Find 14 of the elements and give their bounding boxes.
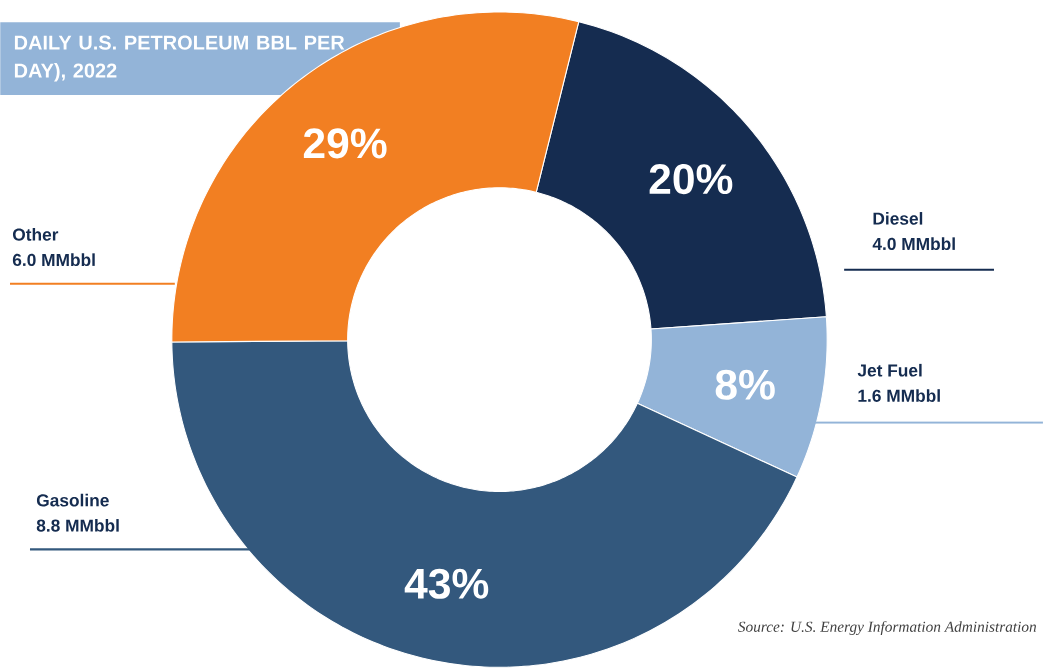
slice-label: Gasoline (36, 493, 109, 507)
slice-label: Diesel (873, 212, 923, 225)
text: 8.8 MMbbl (36, 519, 119, 532)
data-label: 20% (649, 164, 733, 195)
text: 4.0 MMbbl (872, 237, 955, 251)
data-label: 29% (303, 128, 387, 159)
text: DAILY U.S. PETROLEUM BBL PER DAY), 2022 (14, 35, 345, 82)
text: 6.0 MMbbl (12, 253, 95, 267)
source-note: Source: U.S. Energy Information Administration (738, 621, 1037, 636)
slice-label: Jet Fuel (857, 363, 922, 377)
data-label: 43% (404, 568, 489, 599)
slice-label: Other (12, 228, 59, 241)
text: 1.6 MMbbl (858, 389, 940, 402)
data-label: 8% (715, 369, 775, 400)
